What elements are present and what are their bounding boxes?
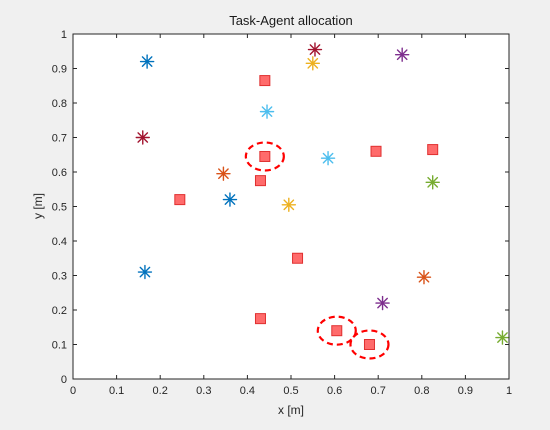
x-tick-label: 0.9 xyxy=(458,385,473,397)
y-tick-label: 0.3 xyxy=(52,271,67,283)
y-tick-label: 1 xyxy=(61,29,67,41)
agent-asterisk-marker xyxy=(281,197,297,212)
task-square-marker xyxy=(254,175,266,187)
chart-title: Task-Agent allocation xyxy=(229,13,353,28)
agent-asterisk-marker xyxy=(375,295,390,311)
task-square-marker xyxy=(331,325,343,337)
plot-border xyxy=(72,33,510,380)
task-square-marker xyxy=(254,313,266,325)
x-tick-label: 0.4 xyxy=(240,385,255,397)
x-tick-label: 0.1 xyxy=(109,385,124,397)
chart-axes: 0 0.1 0.2 0.3 0.4 0.5 0.6 0.7 0.8 0.9 1 0 0.1 0.2 0.3 0… xyxy=(52,29,512,397)
agent-asterisk-marker xyxy=(416,270,432,285)
highlight-ellipse xyxy=(316,315,357,346)
y-tick-label: 0.4 xyxy=(52,236,67,248)
agent-asterisk-marker xyxy=(320,150,336,166)
y-axis-label: y [m] xyxy=(31,193,45,219)
x-tick-label: 0.5 xyxy=(283,385,298,397)
x-tick-label: 0.6 xyxy=(327,385,342,397)
x-axis-label: x [m] xyxy=(278,403,304,417)
task-square-marker xyxy=(427,144,439,156)
y-tick-label: 0.6 xyxy=(52,167,67,179)
y-tick-label: 0 xyxy=(61,374,67,386)
agent-asterisk-marker xyxy=(259,104,275,119)
x-tick-label: 0.8 xyxy=(414,385,429,397)
y-tick-label: 0.2 xyxy=(52,305,67,317)
agent-asterisk-marker xyxy=(139,54,155,69)
chart-marks xyxy=(135,42,510,360)
task-square-marker xyxy=(363,339,375,350)
y-tick-label: 0.1 xyxy=(52,340,67,352)
y-tick-label: 0.8 xyxy=(52,98,67,110)
x-tick-label: 1 xyxy=(506,385,512,397)
y-tick-label: 0.5 xyxy=(52,202,67,214)
highlight-ellipse xyxy=(349,329,390,360)
task-square-marker xyxy=(370,145,382,157)
agent-asterisk-marker xyxy=(394,47,410,62)
agent-asterisk-marker xyxy=(307,42,323,57)
x-tick-label: 0.2 xyxy=(153,385,168,397)
y-tick-label: 0.9 xyxy=(52,64,67,76)
x-tick-label: 0.7 xyxy=(371,385,386,397)
y-tick-label: 0.7 xyxy=(52,133,67,145)
task-square-marker xyxy=(259,75,271,87)
agent-asterisk-marker xyxy=(137,264,153,280)
x-tick-label: 0.3 xyxy=(196,385,211,397)
agent-asterisk-marker xyxy=(425,175,440,190)
x-tick-label: 0 xyxy=(70,385,76,397)
highlight-ellipse xyxy=(244,141,285,172)
task-square-marker xyxy=(292,252,304,264)
agent-asterisk-marker xyxy=(135,130,150,145)
agent-asterisk-marker xyxy=(495,330,510,345)
agent-asterisk-marker xyxy=(222,192,238,207)
agent-asterisk-marker xyxy=(305,56,320,71)
task-square-marker xyxy=(174,194,186,206)
task-square-marker xyxy=(259,150,271,162)
agent-asterisk-marker xyxy=(216,166,231,181)
